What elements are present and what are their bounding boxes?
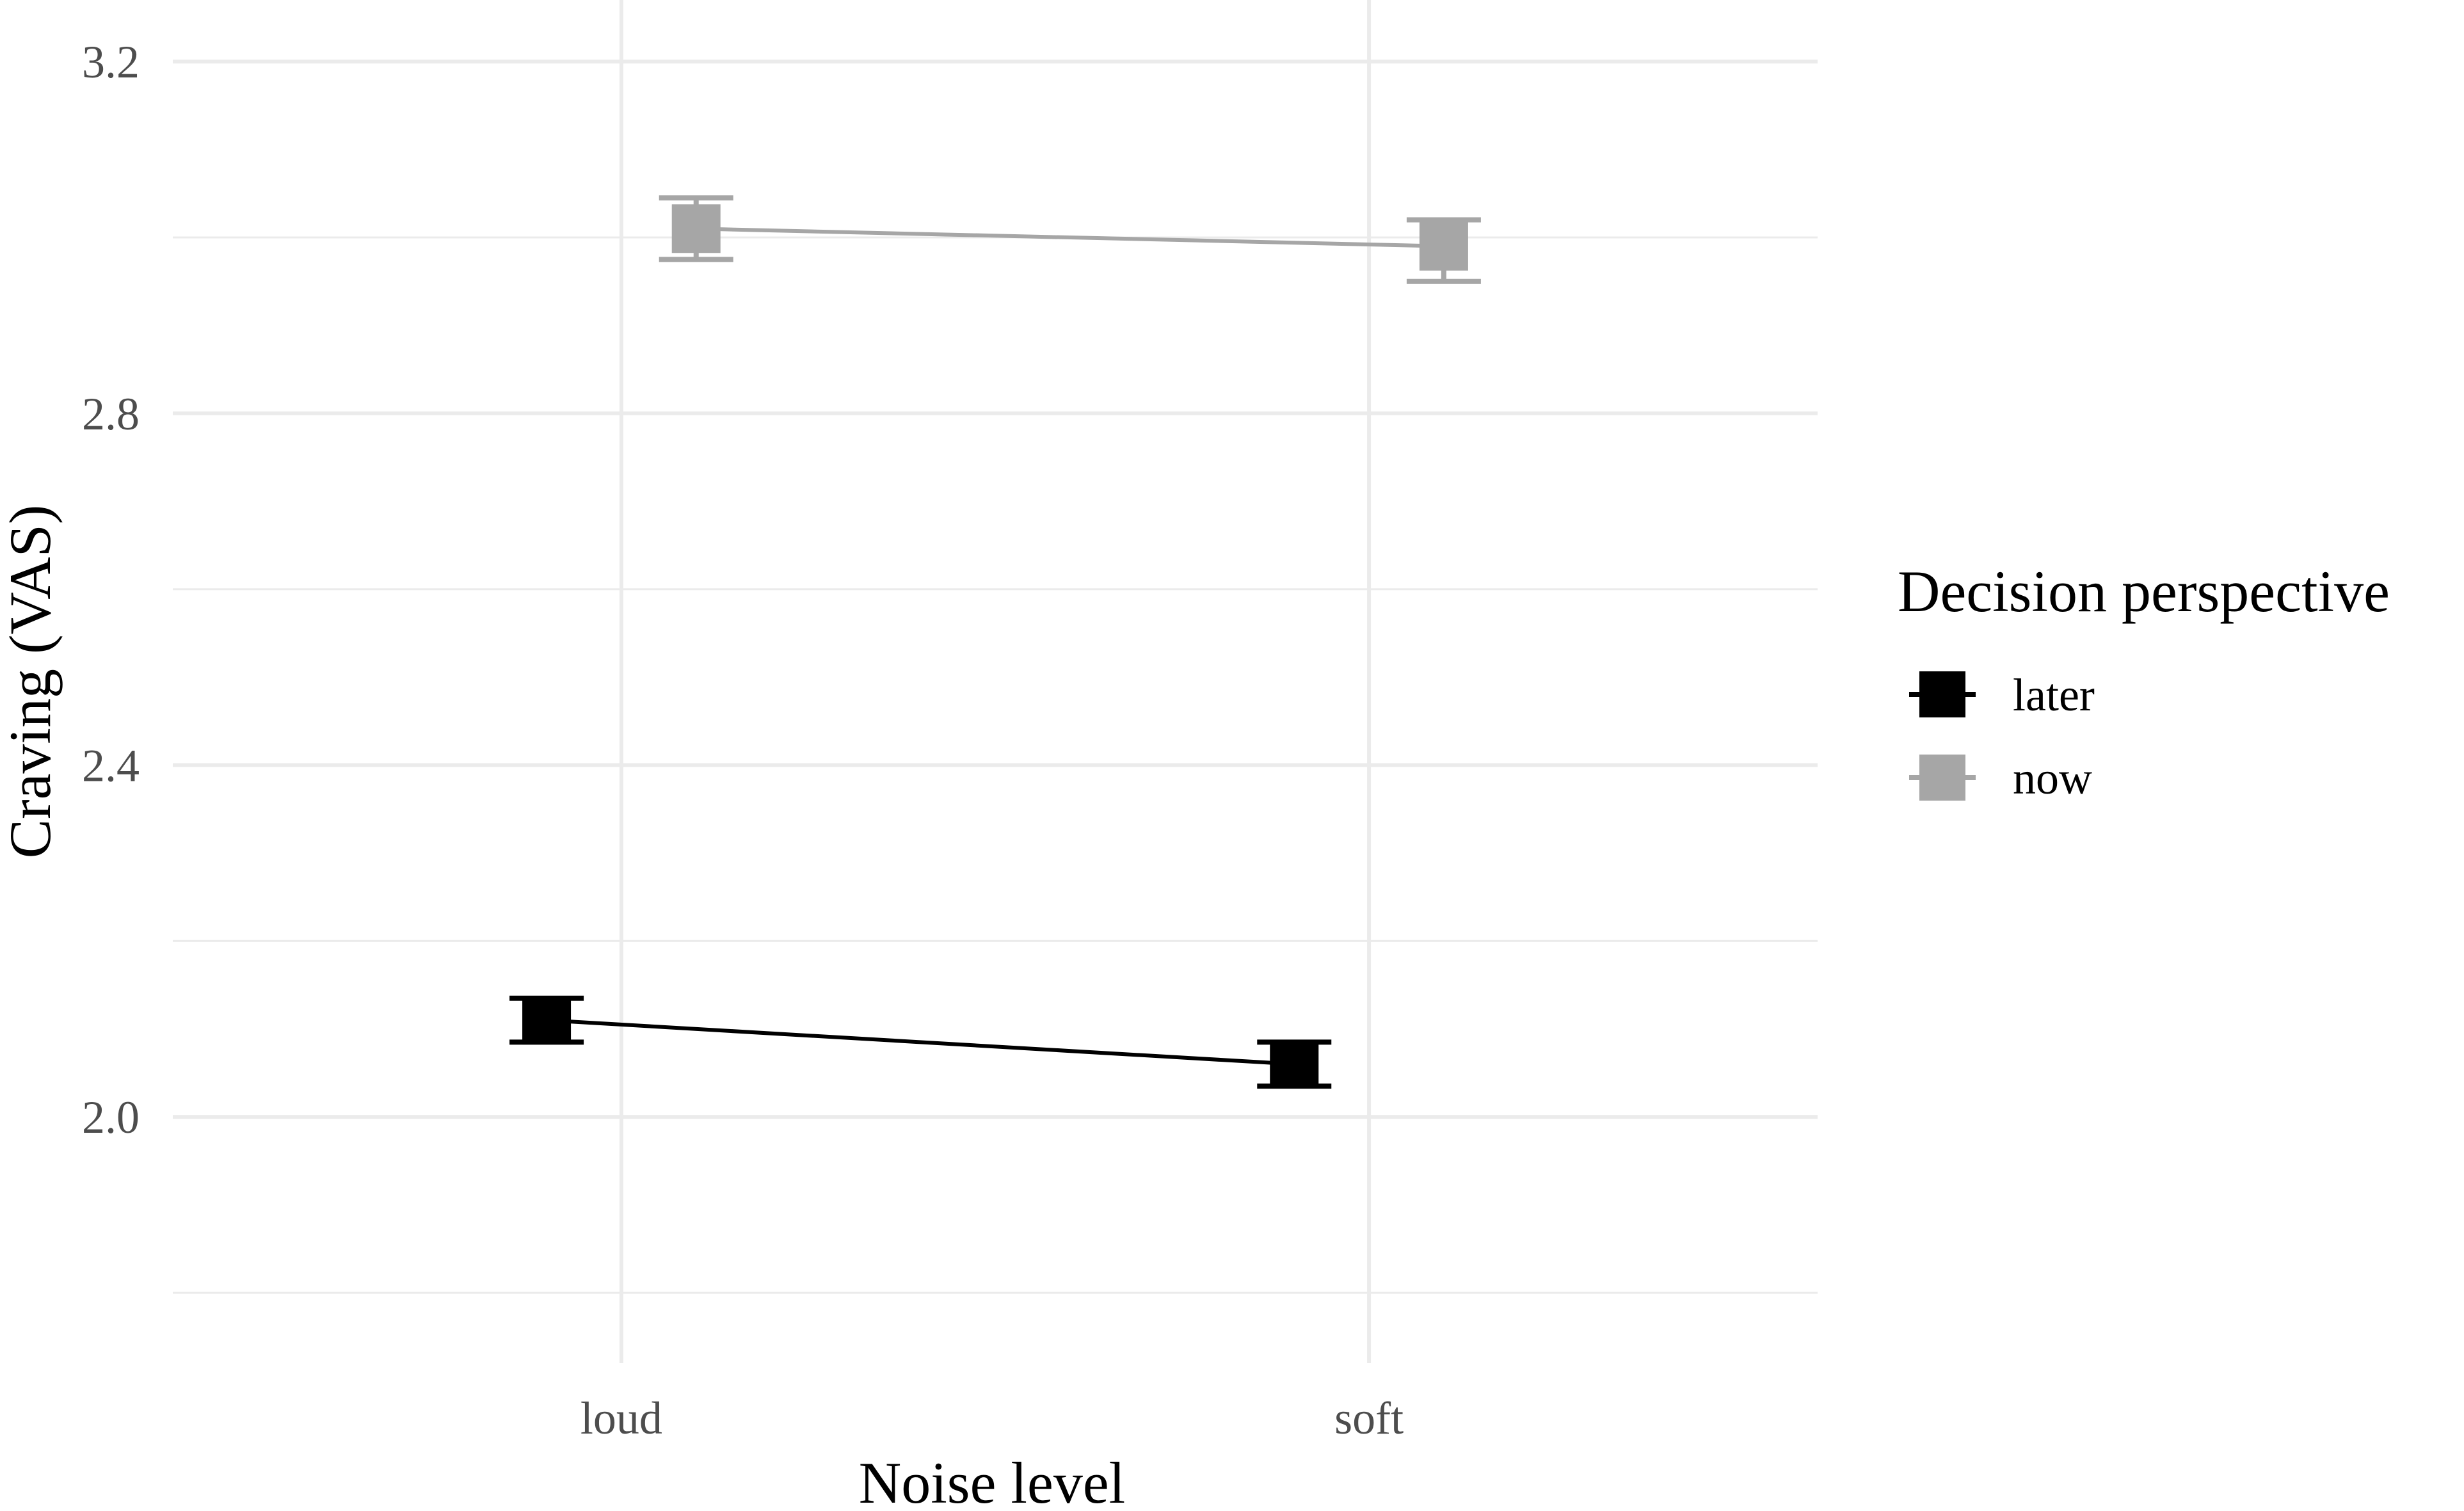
plot-area <box>509 195 1481 1089</box>
series-line <box>546 1018 1295 1066</box>
legend-key-square <box>1919 671 1965 717</box>
legend-label: later <box>2013 669 2095 721</box>
legend-item-later: later <box>1909 669 2095 721</box>
data-point <box>1419 221 1468 271</box>
x-axis-title: Noise level <box>859 1450 1125 1511</box>
legend-items: later now <box>1909 669 2095 804</box>
y-tick-label: 2.4 <box>82 740 140 792</box>
series-later <box>509 995 1332 1089</box>
x-axis-ticks: loud soft <box>580 1393 1404 1444</box>
series-now <box>659 195 1481 284</box>
x-tick-label: soft <box>1334 1393 1404 1444</box>
data-point <box>671 204 721 253</box>
y-tick-label: 2.8 <box>82 388 140 440</box>
y-axis-title: Craving (VAS) <box>0 505 63 859</box>
series-line <box>696 227 1444 248</box>
legend-label: now <box>2013 753 2092 804</box>
y-tick-label: 2.0 <box>82 1092 140 1143</box>
data-point <box>522 996 572 1045</box>
data-point <box>1270 1039 1319 1089</box>
legend-item-now: now <box>1909 753 2092 804</box>
legend: Decision perspective later now <box>1898 559 2390 804</box>
legend-title: Decision perspective <box>1898 559 2390 624</box>
grid <box>173 0 1818 1363</box>
y-tick-label: 3.2 <box>82 36 140 88</box>
x-tick-label: loud <box>580 1393 662 1444</box>
legend-key-square <box>1919 755 1965 801</box>
y-axis-ticks: 2.0 2.4 2.8 3.2 <box>82 36 140 1143</box>
